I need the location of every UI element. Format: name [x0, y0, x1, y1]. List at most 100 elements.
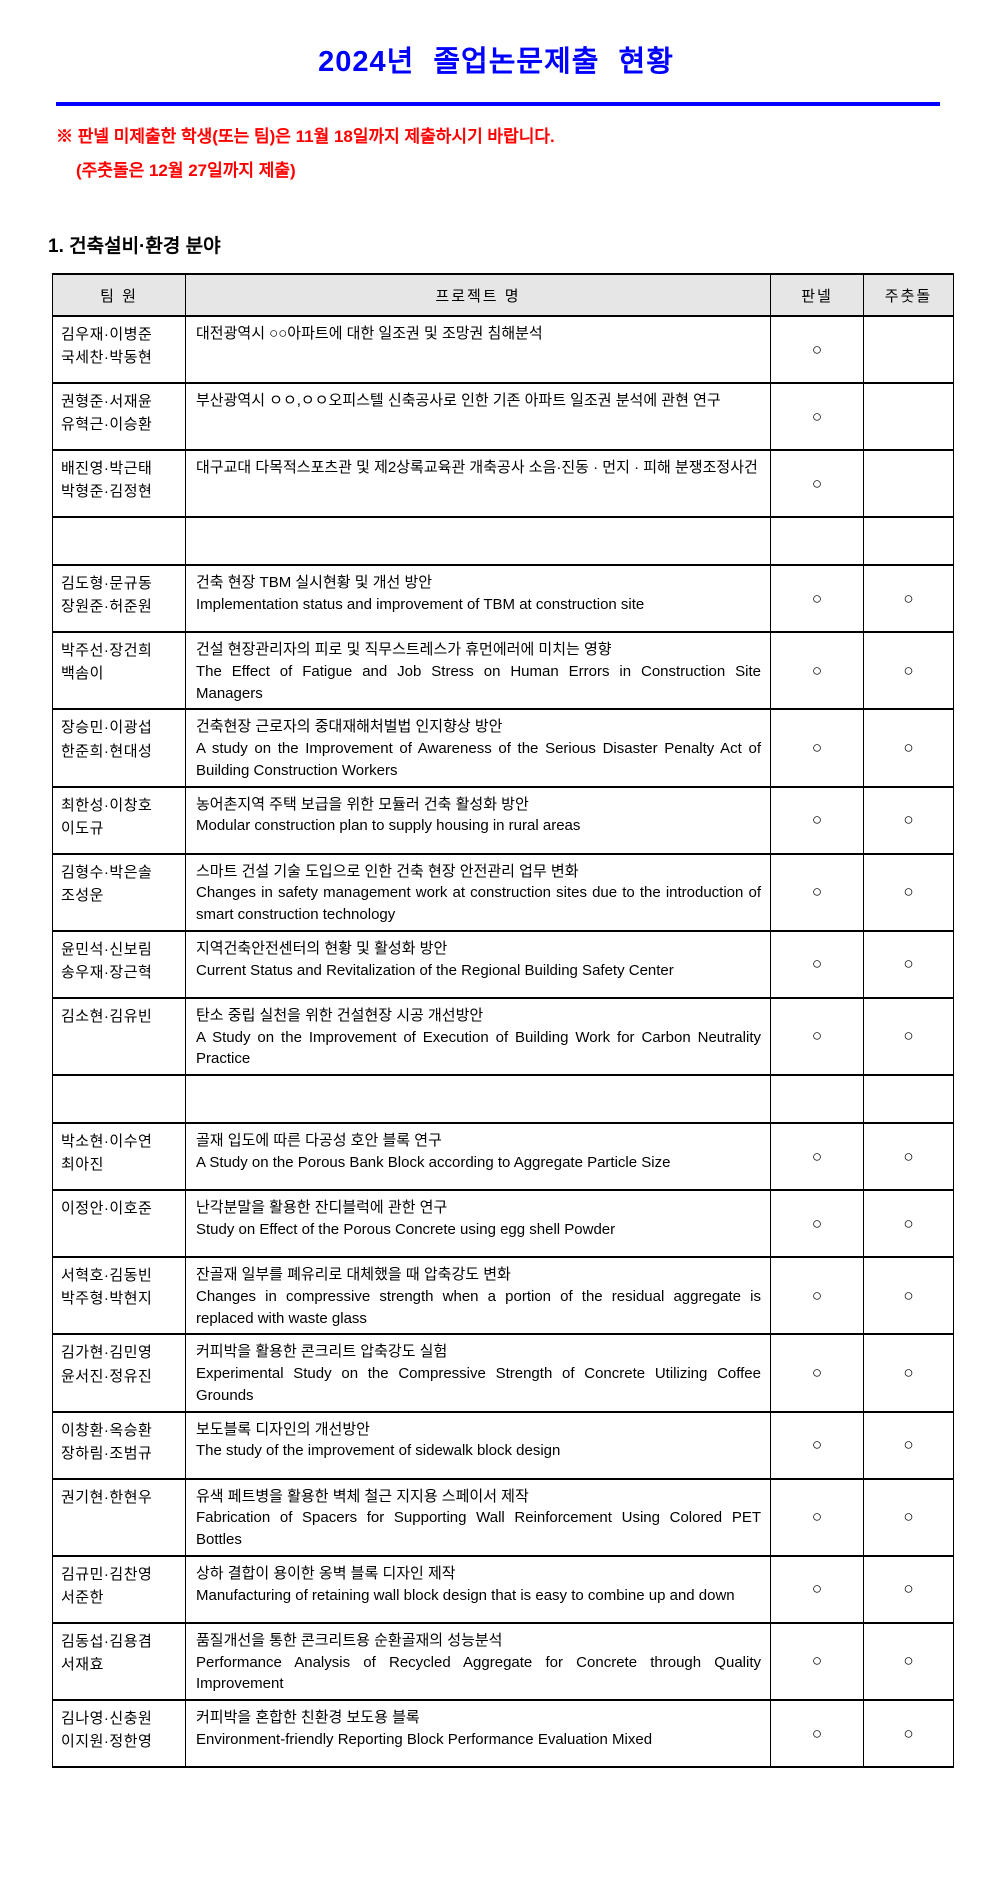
panel-mark: ○ — [811, 882, 823, 902]
project-title-ko: 커피박을 활용한 콘크리트 압축강도 실험 — [196, 1343, 448, 1361]
panel-mark-cell: ○ — [770, 852, 864, 932]
project-title-ko: 커피박을 혼합한 친환경 보도용 블록 — [196, 1709, 420, 1726]
team-member-line: 박형준·김정현 — [61, 483, 153, 501]
panel-mark: ○ — [811, 339, 823, 359]
cornerstone-mark-cell — [863, 315, 954, 384]
team-member-line: 김소현·김유빈 — [61, 1007, 153, 1025]
team-cell: 김도형·문규동 장원준·허준원 — [52, 564, 186, 633]
notice-block: ※ 판넬 미제출한 학생(또는 팀)은 11월 18일까지 제출하시기 바랍니다… — [56, 128, 940, 179]
team-member-line: 김우재·이병준 — [61, 326, 153, 343]
project-cell: 건축 현장 TBM 실시현황 및 개선 방안 Implementation st… — [185, 564, 771, 633]
team-cell: 배진영·박근태 박형준·김정현 — [52, 449, 186, 518]
project-cell: 품질개선을 통한 콘크리트용 순환골재의 성능분석 Performance An… — [185, 1621, 771, 1702]
project-cell — [185, 516, 771, 566]
team-cell: 박소현·이수연 최아진 — [52, 1122, 186, 1191]
table-row: 김규민·김찬영 서준한 상하 결합이 용이한 옹벽 블록 디자인 제작 Manuf… — [52, 1554, 954, 1624]
project-title-ko: 스마트 건설 기술 도입으로 인한 건축 현장 안전관리 업무 변화 — [196, 862, 579, 880]
project-title-ko: 건설 현장관리자의 피로 및 직무스트레스가 휴먼에러에 미치는 영향 — [196, 641, 612, 658]
cornerstone-mark: ○ — [903, 954, 914, 974]
project-cell: 커피박을 혼합한 친환경 보도용 블록 Environment-friendly… — [185, 1699, 771, 1768]
panel-mark: ○ — [811, 1435, 823, 1454]
team-cell: 박주선·장건희 백솜이 — [52, 630, 186, 711]
team-member-line: 최한성·이창호 — [61, 796, 153, 814]
project-title-en: The study of the improvement of sidewalk… — [196, 1442, 561, 1460]
project-cell: 건설 현장관리자의 피로 및 직무스트레스가 휴먼에러에 미치는 영향 The … — [185, 630, 771, 711]
table-row — [52, 1074, 954, 1124]
team-member-line: 윤서진·정유진 — [61, 1367, 153, 1385]
panel-mark-cell: ○ — [770, 449, 864, 518]
table-row: 서혁호·김동빈 박주형·박현지 잔골재 일부를 폐유리로 대체했을 때 압축강도 … — [52, 1255, 954, 1336]
project-cell: 부산광역시 ㅇㅇ,ㅇㅇ오피스텔 신축공사로 인한 기존 아파트 일조권 분석에 … — [185, 382, 771, 451]
table-row: 김도형·문규동 장원준·허준원 건축 현장 TBM 실시현황 및 개선 방안 Im… — [52, 564, 954, 633]
submission-table: 팀 원 프로젝트 명 판넬 주춧돌 김우재·이병준 국세찬·박동현 대전광역시 ○… — [52, 273, 954, 1768]
team-cell — [52, 516, 186, 566]
cornerstone-mark-cell: ○ — [863, 852, 954, 932]
panel-mark-cell: ○ — [770, 785, 864, 855]
panel-mark-cell: ○ — [770, 708, 864, 788]
table-row: 김소현·김유빈 탄소 중립 실천을 위한 건설현장 시공 개선방안 A Stud… — [52, 996, 954, 1077]
cornerstone-mark: ○ — [903, 1213, 914, 1233]
team-member-line: 국세찬·박동현 — [61, 349, 153, 367]
table-row: 김나영·신충원 이지원·정한영 커피박을 혼합한 친환경 보도용 블록 Envir… — [52, 1699, 954, 1768]
panel-mark-cell: ○ — [770, 1699, 864, 1768]
team-member-line: 이도규 — [61, 819, 104, 837]
table-row: 박주선·장건희 백솜이 건설 현장관리자의 피로 및 직무스트레스가 휴먼에러에 … — [52, 630, 954, 711]
panel-mark: ○ — [811, 660, 823, 680]
team-cell: 김소현·김유빈 — [52, 996, 186, 1077]
team-member-line: 윤민석·신보림 — [61, 940, 153, 958]
project-title-ko: 품질개선을 통한 콘크리트용 순환골재의 성능분석 — [196, 1631, 503, 1649]
cornerstone-mark: ○ — [903, 810, 914, 829]
panel-mark: ○ — [811, 1723, 823, 1743]
project-title-en: Fabrication of Spacers for Supporting Wa… — [196, 1509, 761, 1548]
project-title-ko: 유색 페트병을 활용한 벽체 철근 지지용 스페이서 제작 — [196, 1487, 529, 1505]
cornerstone-mark-cell: ○ — [863, 1189, 954, 1258]
table-row: 김동섭·김용겸 서재효 품질개선을 통한 콘크리트용 순환골재의 성능분석 Per… — [52, 1621, 954, 1702]
cornerstone-mark: ○ — [903, 1723, 914, 1743]
team-member-line: 김가현·김민영 — [61, 1344, 153, 1362]
team-cell: 김형수·박은솔 조성운 — [52, 852, 186, 932]
project-cell: 유색 페트병을 활용한 벽체 철근 지지용 스페이서 제작 Fabricatio… — [185, 1477, 771, 1557]
team-member-line: 최아진 — [61, 1156, 104, 1174]
notice-line-1: ※ 판넬 미제출한 학생(또는 팀)은 11월 18일까지 제출하시기 바랍니다… — [56, 127, 555, 146]
project-cell — [185, 1074, 771, 1124]
team-member-line: 권기현·한현우 — [61, 1488, 153, 1506]
panel-mark-cell — [770, 1074, 864, 1124]
cornerstone-mark-cell: ○ — [863, 1122, 954, 1191]
cornerstone-mark-cell: ○ — [863, 630, 954, 711]
team-cell: 장승민·이광섭 한준희·현대성 — [52, 708, 186, 788]
project-cell: 대전광역시 ○○아파트에 대한 일조권 및 조망권 침해분석 — [185, 315, 771, 384]
panel-mark: ○ — [811, 1651, 823, 1671]
project-title-ko: 잔골재 일부를 폐유리로 대체했을 때 압축강도 변화 — [196, 1266, 511, 1283]
table-row — [52, 516, 954, 566]
team-cell: 권기현·한현우 — [52, 1477, 186, 1557]
project-cell: 골재 입도에 따른 다공성 호안 블록 연구 A Study on the Po… — [185, 1122, 771, 1191]
project-cell: 농어촌지역 주택 보급을 위한 모듈러 건축 활성화 방안 Modular co… — [185, 785, 771, 855]
project-title-en: A study on the Improvement of Awareness … — [196, 740, 761, 779]
panel-mark-cell — [770, 516, 864, 566]
team-member-line: 서준한 — [61, 1589, 104, 1606]
project-title-en: Study on Effect of the Porous Concrete u… — [196, 1220, 616, 1238]
project-title-en: Experimental Study on the Compressive St… — [196, 1365, 761, 1404]
team-member-line: 조성운 — [61, 886, 104, 904]
panel-mark: ○ — [811, 954, 823, 974]
project-cell: 난각분말을 활용한 잔디블럭에 관한 연구 Study on Effect of… — [185, 1189, 771, 1258]
team-member-line: 송우재·장근혁 — [61, 964, 153, 981]
team-member-line: 백솜이 — [61, 665, 104, 683]
project-title-en: Environment-friendly Reporting Block Per… — [196, 1730, 653, 1748]
project-title-en: The Effect of Fatigue and Job Stress on … — [196, 662, 761, 702]
team-member-line: 김규민·김찬영 — [61, 1565, 153, 1583]
panel-mark-cell: ○ — [770, 630, 864, 711]
project-title-ko: 난각분말을 활용한 잔디블럭에 관한 연구 — [196, 1199, 448, 1216]
cornerstone-mark-cell: ○ — [863, 1554, 954, 1624]
cornerstone-mark: ○ — [903, 1507, 914, 1527]
table-row: 김형수·박은솔 조성운 스마트 건설 기술 도입으로 인한 건축 현장 안전관리 … — [52, 852, 954, 932]
cornerstone-mark-cell — [863, 382, 954, 451]
cornerstone-mark: ○ — [903, 1579, 914, 1599]
cornerstone-mark-cell: ○ — [863, 1699, 954, 1768]
